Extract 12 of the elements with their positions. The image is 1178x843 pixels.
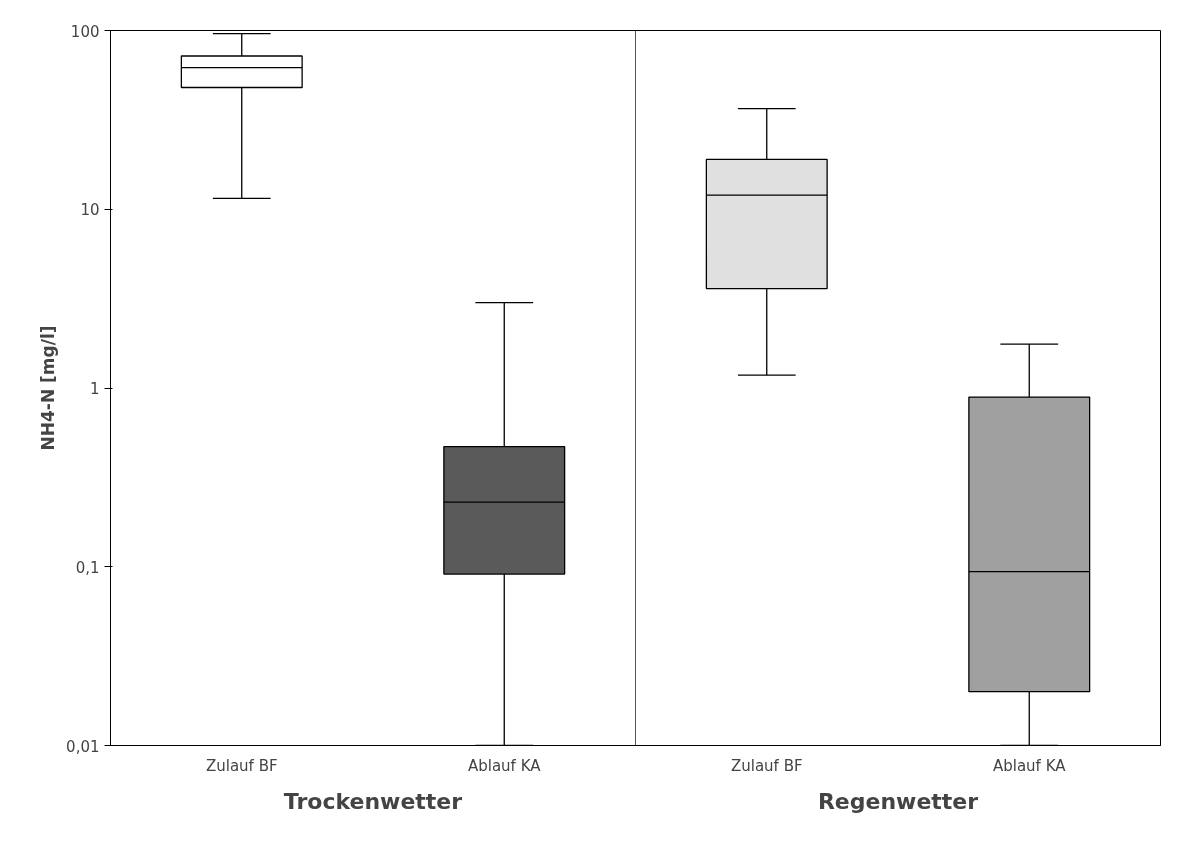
y-axis-title: NH4-N [mg/l] (38, 325, 59, 451)
text: Regenwetter (817, 788, 979, 814)
x-tick-label: Zulauf BF (730, 756, 803, 775)
y-tick-label: 100 (70, 22, 100, 41)
y-tick-label: 1 (89, 380, 100, 398)
y-tick-label: 0,01 (66, 737, 100, 756)
y-tick-label: 0,1 (75, 558, 100, 577)
text: Trockenwetter (283, 788, 463, 814)
y-tick-label: 10 (80, 201, 100, 220)
x-tick-label: Zulauf BF (205, 756, 278, 775)
x-tick-label: Ablauf KA (467, 756, 542, 775)
x-tick-label: Ablauf KA (992, 756, 1067, 775)
